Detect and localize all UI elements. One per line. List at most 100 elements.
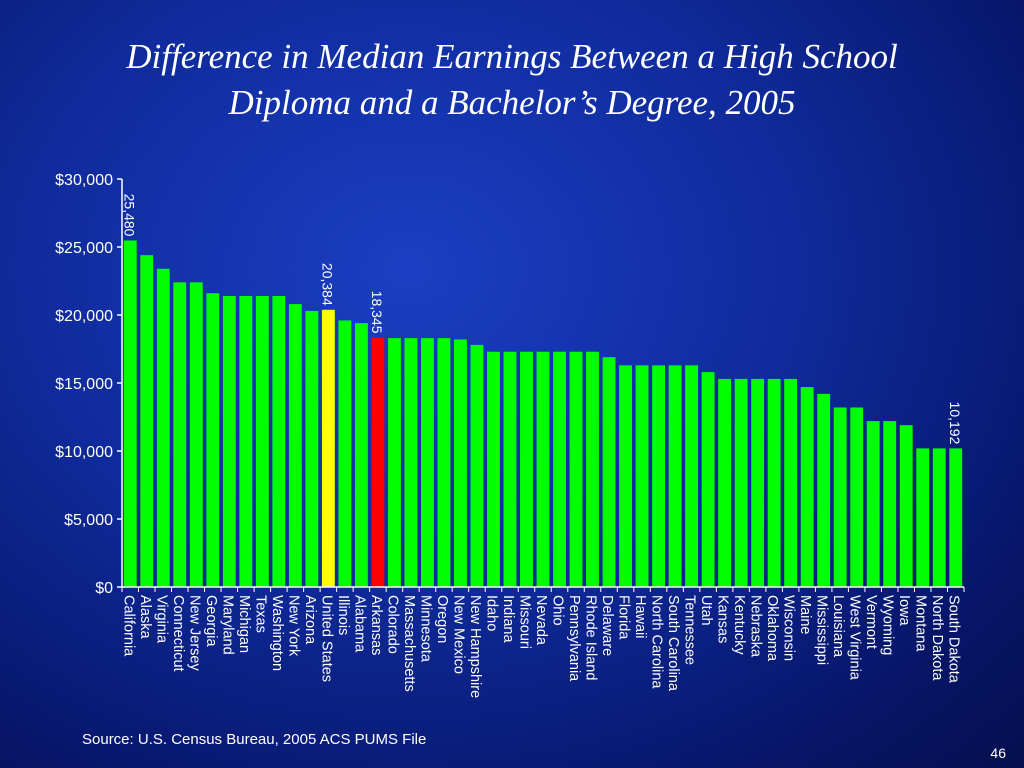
bar-ohio bbox=[553, 351, 566, 587]
bar-missouri bbox=[520, 351, 533, 587]
bar-arkansas bbox=[371, 337, 385, 587]
x-tick-label: Texas bbox=[252, 595, 268, 633]
bar-indiana bbox=[503, 351, 517, 587]
page-number: 46 bbox=[990, 745, 1006, 761]
x-tick-label: Kansas bbox=[715, 595, 731, 643]
bar-georgia bbox=[206, 293, 220, 587]
x-tick-label: Mississippi bbox=[814, 595, 830, 665]
data-label: 25,480 bbox=[121, 194, 137, 237]
x-tick-label: Louisiana bbox=[830, 595, 846, 658]
y-tick-label: $20,000 bbox=[55, 308, 113, 325]
slide-title-line-2: Diploma and a Bachelor’s Degree, 2005 bbox=[228, 83, 796, 122]
y-tick-label: $10,000 bbox=[55, 444, 113, 461]
bar-united-states bbox=[321, 309, 335, 587]
bar-louisiana bbox=[833, 407, 847, 587]
x-tick-label: California bbox=[120, 595, 136, 657]
x-tick-label: Idaho bbox=[483, 595, 499, 631]
x-tick-label: Vermont bbox=[863, 595, 879, 649]
x-tick-label: Virginia bbox=[153, 595, 169, 644]
bar-maine bbox=[800, 387, 814, 587]
bar-idaho bbox=[487, 351, 500, 587]
x-tick-label: United States bbox=[318, 595, 334, 682]
x-tick-label: Hawaii bbox=[632, 595, 648, 639]
x-tick-label: Arizona bbox=[302, 595, 318, 645]
data-label: 18,345 bbox=[369, 291, 385, 334]
bar-california bbox=[123, 240, 137, 588]
x-tick-label: Wyoming bbox=[880, 595, 896, 655]
bar-colorado bbox=[387, 338, 401, 587]
y-tick-label: $5,000 bbox=[64, 512, 113, 529]
x-tick-label: Maryland bbox=[219, 595, 235, 655]
x-tick-label: Wisconsin bbox=[781, 595, 797, 661]
x-tick-label: South Dakota bbox=[946, 595, 962, 684]
x-tick-label: Washington bbox=[269, 595, 285, 671]
bar-wyoming bbox=[883, 421, 897, 587]
x-tick-label: Florida bbox=[616, 595, 632, 640]
bar-connecticut bbox=[173, 282, 187, 587]
bar-minnesota bbox=[420, 338, 434, 587]
slide-title-line-1: Difference in Median Earnings Between a … bbox=[126, 37, 898, 76]
bar-washington bbox=[272, 295, 286, 587]
bar-michigan bbox=[239, 295, 253, 587]
x-tick-label: Alabama bbox=[351, 595, 367, 653]
x-tick-label: Nevada bbox=[533, 595, 549, 646]
bar-delaware bbox=[602, 357, 616, 587]
x-tick-label: Alaska bbox=[137, 595, 153, 639]
bar-south-dakota bbox=[949, 448, 963, 587]
x-tick-label: Pennsylvania bbox=[566, 595, 582, 682]
x-tick-label: Massachusetts bbox=[401, 595, 417, 692]
y-tick-label: $30,000 bbox=[55, 172, 113, 189]
x-tick-label: Minnesota bbox=[417, 595, 433, 663]
bar-oklahoma bbox=[767, 378, 781, 587]
bar-new-mexico bbox=[454, 339, 467, 587]
x-tick-label: Michigan bbox=[236, 595, 252, 653]
x-tick-label: Illinois bbox=[335, 595, 351, 635]
x-tick-label: New Jersey bbox=[186, 595, 202, 671]
x-tick-label: Missouri bbox=[516, 595, 532, 649]
bar-tennessee bbox=[685, 365, 699, 587]
bar-arizona bbox=[305, 310, 319, 587]
x-tick-label: Connecticut bbox=[170, 595, 186, 672]
bar-iowa bbox=[899, 425, 913, 587]
data-label: 20,384 bbox=[319, 263, 335, 306]
bar-kentucky bbox=[734, 378, 748, 587]
bar-oregon bbox=[437, 338, 451, 587]
x-tick-label: Colorado bbox=[384, 595, 400, 654]
x-tick-label: Maine bbox=[797, 595, 813, 635]
x-tick-label: Delaware bbox=[599, 595, 615, 656]
x-tick-label: New Hampshire bbox=[467, 595, 483, 698]
bar-virginia bbox=[156, 268, 170, 587]
y-tick-label: $0 bbox=[95, 580, 113, 597]
bar-west-virginia bbox=[850, 407, 864, 587]
x-tick-label: Arkansas bbox=[368, 595, 384, 655]
y-tick-label: $25,000 bbox=[55, 240, 113, 257]
bar-nebraska bbox=[751, 378, 765, 587]
bar-kansas bbox=[718, 378, 732, 587]
slide-title: Difference in Median Earnings Between a … bbox=[0, 34, 1024, 126]
bar-north-dakota bbox=[932, 448, 946, 587]
x-tick-label: Iowa bbox=[896, 595, 912, 627]
bar-new-york bbox=[288, 304, 302, 587]
x-tick-label: Rhode Island bbox=[583, 595, 599, 680]
x-tick-label: Georgia bbox=[203, 595, 219, 648]
x-tick-label: North Dakota bbox=[929, 595, 945, 681]
x-tick-label: Montana bbox=[913, 595, 929, 652]
x-tick-label: Nebraska bbox=[748, 595, 764, 658]
bar-pennsylvania bbox=[569, 351, 583, 587]
bar-wisconsin bbox=[784, 378, 798, 587]
bar-montana bbox=[916, 448, 930, 587]
bar-maryland bbox=[222, 295, 236, 587]
x-tick-label: Oregon bbox=[434, 595, 450, 643]
x-tick-label: New Mexico bbox=[450, 595, 466, 674]
bar-massachusetts bbox=[404, 338, 418, 587]
bar-vermont bbox=[866, 421, 880, 587]
y-tick-label: $15,000 bbox=[55, 376, 113, 393]
x-tick-label: Utah bbox=[698, 595, 714, 626]
x-tick-label: Indiana bbox=[500, 595, 516, 644]
bar-new-hampshire bbox=[470, 344, 484, 587]
bar-alabama bbox=[354, 323, 368, 587]
data-label: 10,192 bbox=[947, 402, 963, 445]
bar-alaska bbox=[140, 255, 154, 587]
x-tick-label: Tennessee bbox=[682, 595, 698, 665]
